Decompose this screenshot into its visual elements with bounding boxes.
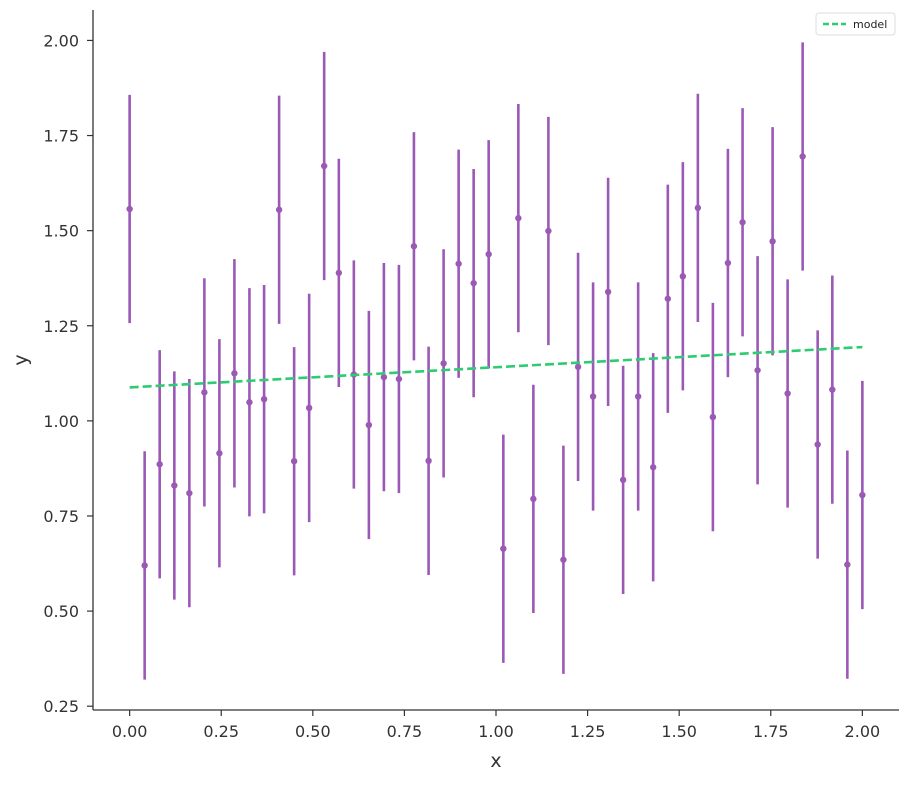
y-tick-label: 0.25 — [43, 697, 79, 716]
data-point — [560, 556, 567, 563]
x-tick-label: 1.25 — [570, 722, 606, 741]
data-point — [425, 457, 432, 465]
data-point — [485, 251, 492, 258]
y-axis-label: y — [10, 354, 32, 365]
data-point — [799, 153, 806, 160]
data-point — [545, 227, 552, 235]
data-point — [246, 399, 253, 406]
legend-label-model: model — [853, 18, 887, 31]
data-point — [754, 367, 761, 374]
y-tick-label: 2.00 — [43, 31, 79, 50]
x-tick-label: 0.50 — [295, 722, 331, 741]
data-point — [275, 206, 283, 213]
data-point — [395, 375, 403, 383]
data-point — [231, 370, 238, 377]
data-point — [634, 393, 642, 400]
x-axis-label: x — [490, 750, 501, 772]
y-tick-label: 1.75 — [43, 127, 79, 146]
x-ticks: 0.00 0.25 0.50 0.75 1.00 1.25 1.50 1.75 2.00 — [112, 710, 880, 741]
data-point — [664, 295, 672, 302]
data-point — [305, 404, 313, 412]
data-point — [186, 489, 193, 497]
data-point — [320, 162, 328, 170]
data-point — [440, 360, 447, 367]
y-tick-label: 0.75 — [43, 507, 79, 526]
data-point — [290, 457, 298, 465]
data-point — [784, 390, 791, 397]
data-point — [619, 476, 627, 484]
x-tick-label: 2.00 — [845, 722, 881, 741]
y-tick-label: 0.50 — [43, 602, 79, 621]
x-tick-label: 0.00 — [112, 722, 148, 741]
data-point — [141, 562, 148, 569]
x-tick-label: 0.75 — [387, 722, 423, 741]
data-point — [739, 219, 746, 226]
data-point — [171, 482, 178, 489]
data-point — [156, 461, 163, 468]
data-point — [410, 243, 418, 250]
data-point — [515, 214, 522, 222]
y-tick-label: 1.50 — [43, 222, 79, 241]
data-point — [470, 279, 477, 287]
data-point — [694, 204, 702, 212]
x-tick-label: 1.75 — [753, 722, 789, 741]
data-point — [649, 464, 657, 471]
y-tick-label: 1.25 — [43, 317, 79, 336]
data-point — [814, 441, 821, 448]
data-point — [216, 450, 223, 457]
data-point — [724, 259, 732, 267]
x-tick-label: 1.50 — [661, 722, 697, 741]
x-tick-label: 0.25 — [203, 722, 239, 741]
data-point — [844, 561, 851, 568]
legend: model — [815, 12, 896, 36]
y-tick-label: 1.00 — [43, 412, 79, 431]
data-point — [365, 421, 373, 429]
data-point — [500, 545, 507, 552]
data-point — [260, 395, 268, 403]
data-point — [859, 491, 866, 499]
data-point — [679, 273, 687, 280]
data-point — [604, 288, 612, 296]
data-point — [769, 238, 776, 245]
data-point — [530, 495, 537, 503]
y-ticks: 0.25 0.50 0.75 1.00 1.25 1.50 1.75 2.00 — [43, 31, 93, 716]
data-point — [126, 205, 133, 213]
data-layer — [126, 42, 866, 680]
data-point — [574, 363, 582, 371]
data-point — [589, 393, 597, 400]
legend-box — [815, 12, 896, 36]
data-point — [380, 373, 388, 381]
x-tick-label: 1.00 — [478, 722, 514, 741]
data-point — [709, 413, 717, 421]
data-point — [829, 386, 836, 393]
data-point — [201, 389, 208, 396]
model-line — [129, 345, 863, 389]
data-point — [455, 260, 462, 267]
axes: 0.00 0.25 0.50 0.75 1.00 1.25 1.50 1.75 2.00 0.2… — [43, 10, 899, 741]
data-point — [335, 269, 343, 277]
